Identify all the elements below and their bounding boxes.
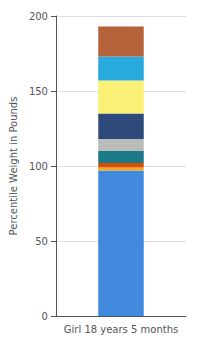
svg-text:200: 200 [29,11,48,22]
svg-text:150: 150 [29,86,48,97]
svg-text:Percentile Weight in Pounds: Percentile Weight in Pounds [8,97,19,236]
svg-text:0: 0 [42,311,48,322]
svg-text:Girl 18 years 5 months: Girl 18 years 5 months [64,324,178,335]
svg-text:100: 100 [29,161,48,172]
svg-text:50: 50 [35,236,48,247]
